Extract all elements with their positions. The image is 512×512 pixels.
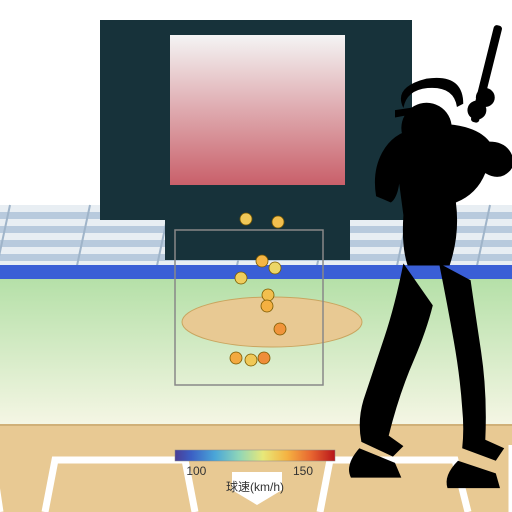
colorbar-label: 球速(km/h) — [226, 480, 284, 494]
pitch-marker — [245, 354, 257, 366]
pitch-marker — [256, 255, 268, 267]
pitch-marker — [261, 300, 273, 312]
pitch-marker — [272, 216, 284, 228]
colorbar-tick: 100 — [186, 464, 206, 478]
pitch-marker — [258, 352, 270, 364]
pitch-location-chart: 100 150 球速(km/h) — [0, 0, 512, 512]
pitch-marker — [274, 323, 286, 335]
pitch-marker — [230, 352, 242, 364]
pitch-marker — [262, 289, 274, 301]
colorbar-tick: 150 — [293, 464, 313, 478]
scoreboard-screen — [170, 35, 345, 185]
wall-band — [0, 265, 512, 279]
pitch-marker — [235, 272, 247, 284]
pitch-marker — [269, 262, 281, 274]
colorbar — [175, 450, 335, 461]
pitch-marker — [240, 213, 252, 225]
